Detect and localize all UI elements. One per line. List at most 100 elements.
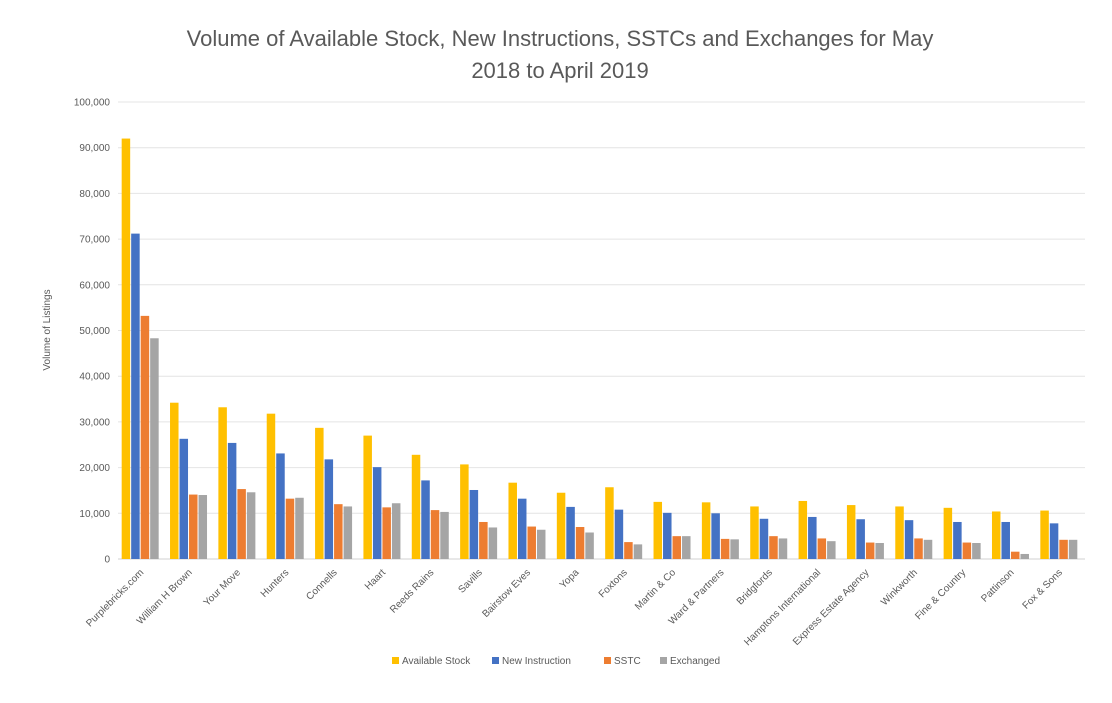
bar-exchanged xyxy=(391,503,401,559)
bar-new-instruction xyxy=(517,498,527,559)
bar-exchanged xyxy=(295,497,304,559)
y-tick-label: 30,000 xyxy=(79,417,110,428)
bar-new-instruction xyxy=(614,509,624,559)
legend-label: SSTC xyxy=(614,656,641,667)
bar-available-stock xyxy=(363,435,372,559)
bar-new-instruction xyxy=(759,518,769,559)
y-tick-label: 90,000 xyxy=(79,143,110,154)
legend-label: New Instruction xyxy=(502,656,571,667)
bar-new-instruction xyxy=(663,512,672,559)
bar-exchanged xyxy=(198,495,208,559)
x-tick-label: Your Move xyxy=(202,567,244,609)
y-tick-label: 20,000 xyxy=(79,463,110,474)
x-tick-label: Fine & Country xyxy=(913,567,968,622)
legend-label: Available Stock xyxy=(402,656,471,667)
bar-new-instruction xyxy=(179,438,189,559)
legend-swatch xyxy=(604,657,611,664)
bar-sstc xyxy=(382,507,391,559)
legend-swatch xyxy=(660,657,667,664)
bar-exchanged xyxy=(875,543,884,559)
bar-sstc xyxy=(575,527,585,559)
bar-exchanged xyxy=(343,506,353,559)
x-tick-label: Savills xyxy=(457,567,485,595)
bar-new-instruction xyxy=(1001,521,1010,559)
bar-sstc xyxy=(527,526,536,559)
y-tick-label: 70,000 xyxy=(79,235,110,246)
bar-exchanged xyxy=(778,538,788,559)
bar-exchanged xyxy=(730,539,739,559)
bar-sstc xyxy=(430,510,440,559)
bar-available-stock xyxy=(846,505,856,559)
bar-available-stock xyxy=(460,464,469,559)
bar-exchanged xyxy=(923,539,933,559)
bar-available-stock xyxy=(1040,510,1049,559)
bar-sstc xyxy=(1059,539,1068,559)
bar-sstc xyxy=(1010,551,1020,559)
y-tick-label: 60,000 xyxy=(79,280,110,291)
bar-sstc xyxy=(817,538,827,559)
bar-new-instruction xyxy=(324,459,334,559)
bar-sstc xyxy=(237,489,246,559)
x-tick-label: Bridgfords xyxy=(735,567,775,607)
bar-new-instruction xyxy=(421,480,430,559)
legend-label: Exchanged xyxy=(670,656,720,667)
x-tick-label: Haart xyxy=(363,567,388,592)
bar-sstc xyxy=(189,494,198,559)
bar-available-stock xyxy=(411,454,421,559)
bar-exchanged xyxy=(633,544,643,559)
bar-new-instruction xyxy=(372,467,382,559)
x-tick-label: Winkworth xyxy=(879,567,920,608)
bar-available-stock xyxy=(943,507,953,559)
bar-available-stock xyxy=(750,506,759,559)
legend-swatch xyxy=(492,657,499,664)
bar-available-stock xyxy=(991,511,1001,559)
bar-new-instruction xyxy=(856,519,865,559)
x-tick-label: Connells xyxy=(304,567,339,602)
bar-available-stock xyxy=(701,502,711,559)
bar-sstc xyxy=(769,536,778,559)
bar-new-instruction xyxy=(469,489,479,559)
bar-available-stock xyxy=(895,506,904,559)
bar-available-stock xyxy=(798,500,808,559)
bar-exchanged xyxy=(682,536,691,559)
bar-available-stock xyxy=(653,501,663,559)
bar-new-instruction xyxy=(953,521,962,559)
bar-sstc xyxy=(672,536,682,559)
y-tick-label: 100,000 xyxy=(74,98,111,109)
bar-available-stock xyxy=(508,482,517,559)
y-tick-label: 80,000 xyxy=(79,189,110,200)
x-tick-label: Bairstow Eves xyxy=(481,567,534,620)
bar-available-stock xyxy=(315,427,324,559)
bar-available-stock xyxy=(266,413,276,559)
bar-exchanged xyxy=(488,527,498,559)
bar-sstc xyxy=(865,542,875,559)
bar-new-instruction xyxy=(131,233,140,559)
bar-available-stock xyxy=(218,407,227,559)
bar-exchanged xyxy=(536,529,546,559)
bar-exchanged xyxy=(972,543,981,559)
x-tick-label: Foxtons xyxy=(597,567,630,600)
bar-new-instruction xyxy=(1049,523,1059,559)
bar-new-instruction xyxy=(566,506,575,559)
chart-title-line2: 2018 to April 2019 xyxy=(471,58,648,83)
x-tick-label: Pattinson xyxy=(979,567,1016,604)
y-axis-label: Volume of Listings xyxy=(42,289,53,370)
bar-sstc xyxy=(285,498,295,559)
bar-exchanged xyxy=(150,338,159,559)
bar-new-instruction xyxy=(227,442,237,559)
bar-sstc xyxy=(720,538,730,559)
bar-available-stock xyxy=(121,138,131,559)
bar-exchanged xyxy=(827,541,836,559)
bar-sstc xyxy=(140,315,150,559)
y-tick-label: 50,000 xyxy=(79,326,110,337)
legend-swatch xyxy=(392,657,399,664)
bar-new-instruction xyxy=(711,513,720,559)
x-tick-label: Hunters xyxy=(259,567,292,600)
bar-exchanged xyxy=(1068,539,1078,559)
bar-exchanged xyxy=(585,532,594,559)
bar-new-instruction xyxy=(276,453,285,559)
bar-available-stock xyxy=(170,402,179,559)
x-tick-label: Yopa xyxy=(558,567,582,591)
chart-title-line1: Volume of Available Stock, New Instructi… xyxy=(187,26,934,51)
